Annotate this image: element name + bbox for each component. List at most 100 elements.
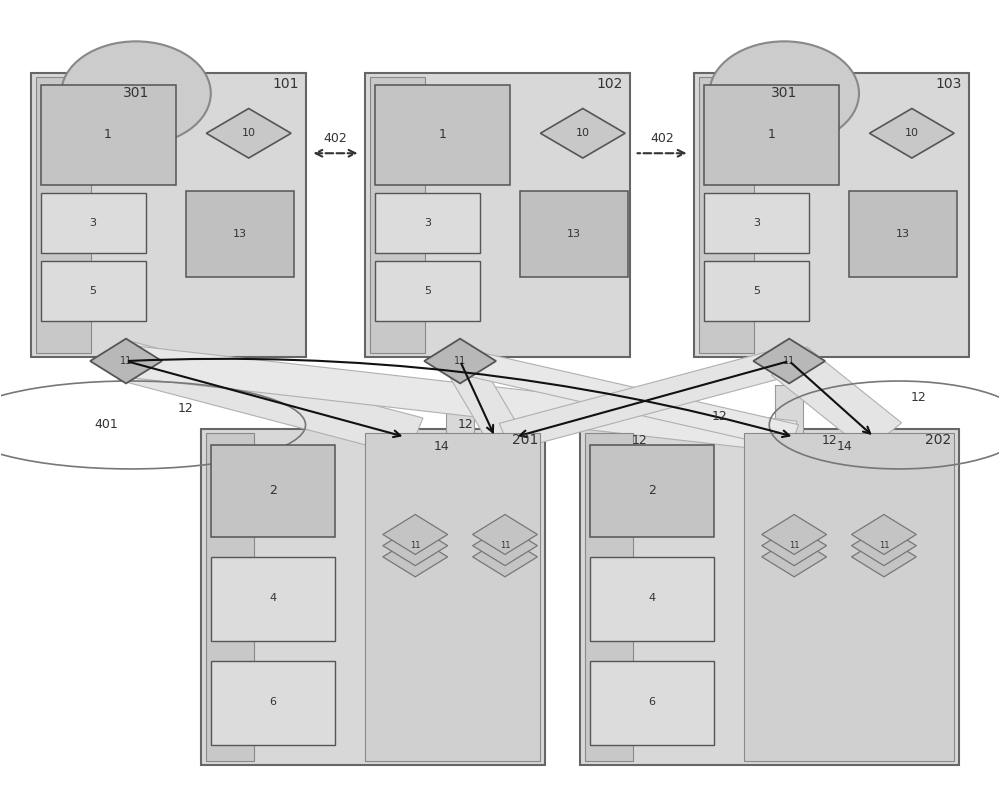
Bar: [744, 433, 954, 760]
Bar: [365, 433, 540, 760]
Polygon shape: [852, 515, 916, 554]
Bar: [775, 385, 803, 505]
Bar: [41, 261, 146, 321]
Text: 13: 13: [567, 229, 581, 239]
Text: 401: 401: [94, 419, 118, 431]
Text: 14: 14: [837, 440, 853, 453]
Polygon shape: [762, 525, 827, 565]
Polygon shape: [424, 338, 496, 383]
Bar: [580, 429, 959, 764]
Bar: [520, 191, 628, 277]
Polygon shape: [762, 537, 827, 577]
Text: 12: 12: [457, 419, 473, 431]
Polygon shape: [772, 347, 902, 451]
Bar: [849, 191, 957, 277]
Polygon shape: [540, 108, 625, 158]
Text: 1: 1: [104, 128, 112, 141]
Text: 1: 1: [438, 128, 446, 141]
Text: 13: 13: [233, 229, 247, 239]
Polygon shape: [383, 537, 448, 577]
Bar: [31, 73, 306, 357]
Text: 10: 10: [905, 128, 919, 138]
Polygon shape: [118, 342, 423, 456]
Bar: [699, 77, 754, 353]
Text: 10: 10: [576, 128, 590, 138]
Polygon shape: [852, 525, 916, 565]
Ellipse shape: [61, 42, 211, 145]
Text: 13: 13: [896, 229, 910, 239]
Text: 12: 12: [632, 435, 647, 448]
Text: 11: 11: [789, 541, 799, 550]
Text: 4: 4: [648, 593, 655, 603]
Text: 12: 12: [178, 403, 194, 415]
Polygon shape: [383, 515, 448, 554]
Bar: [41, 193, 146, 253]
Bar: [211, 661, 335, 745]
Text: 5: 5: [753, 286, 760, 296]
Text: 11: 11: [879, 541, 889, 550]
Bar: [201, 429, 545, 764]
Bar: [206, 433, 254, 760]
Text: 5: 5: [424, 286, 431, 296]
Bar: [41, 85, 176, 185]
Polygon shape: [206, 108, 291, 158]
Text: 10: 10: [242, 128, 256, 138]
Text: 103: 103: [935, 77, 962, 91]
Polygon shape: [852, 537, 916, 577]
Polygon shape: [383, 525, 448, 565]
Text: 5: 5: [90, 286, 97, 296]
Text: 14: 14: [434, 440, 450, 453]
Text: 12: 12: [712, 411, 727, 423]
Text: 402: 402: [324, 132, 347, 145]
Bar: [590, 557, 714, 641]
Text: 12: 12: [821, 435, 837, 448]
Bar: [704, 261, 809, 321]
Text: 2: 2: [269, 484, 277, 497]
Ellipse shape: [709, 42, 859, 145]
Bar: [704, 85, 839, 185]
Bar: [375, 193, 480, 253]
Polygon shape: [869, 108, 954, 158]
Text: 202: 202: [925, 433, 952, 447]
Text: 1: 1: [767, 128, 775, 141]
Bar: [694, 73, 969, 357]
Bar: [186, 191, 294, 277]
Text: 11: 11: [410, 541, 420, 550]
Text: 102: 102: [596, 77, 623, 91]
Text: 11: 11: [500, 541, 510, 550]
Bar: [590, 445, 714, 537]
Text: 6: 6: [648, 697, 655, 707]
Polygon shape: [473, 525, 537, 565]
Bar: [370, 77, 425, 353]
Bar: [36, 77, 91, 353]
Text: 11: 11: [120, 356, 132, 366]
Bar: [704, 193, 809, 253]
Text: 3: 3: [424, 218, 431, 228]
Text: 2: 2: [648, 484, 656, 497]
Bar: [211, 557, 335, 641]
Text: 6: 6: [269, 697, 276, 707]
Text: 11: 11: [454, 356, 466, 366]
Text: 201: 201: [512, 433, 538, 447]
Text: 101: 101: [272, 77, 299, 91]
Text: 3: 3: [753, 218, 760, 228]
Polygon shape: [473, 537, 537, 577]
Polygon shape: [753, 338, 825, 383]
Polygon shape: [456, 349, 799, 449]
Polygon shape: [499, 347, 795, 451]
Text: 11: 11: [783, 356, 795, 366]
Bar: [365, 73, 630, 357]
Polygon shape: [123, 345, 797, 453]
Bar: [446, 385, 474, 505]
Bar: [375, 261, 480, 321]
Text: 3: 3: [90, 218, 97, 228]
Bar: [375, 85, 510, 185]
Text: 301: 301: [771, 87, 797, 100]
Bar: [590, 661, 714, 745]
Bar: [211, 445, 335, 537]
Polygon shape: [444, 354, 521, 444]
Polygon shape: [762, 515, 827, 554]
Text: 12: 12: [911, 391, 927, 403]
Text: 402: 402: [650, 132, 674, 145]
Text: 4: 4: [269, 593, 276, 603]
